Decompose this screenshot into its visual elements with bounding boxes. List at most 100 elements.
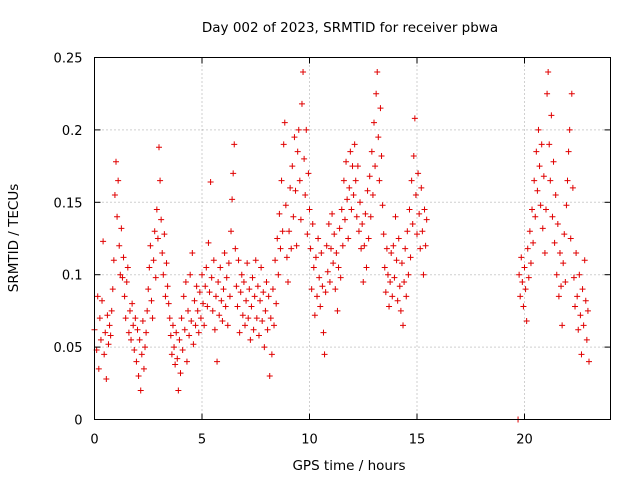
- data-point: [196, 289, 203, 296]
- data-point: [110, 257, 117, 264]
- data-point: [100, 238, 107, 245]
- data-point: [131, 346, 138, 353]
- data-point: [223, 274, 230, 281]
- data-point: [156, 144, 162, 151]
- data-point: [324, 268, 331, 275]
- data-point: [222, 303, 229, 310]
- axis-ticks: 0 0.05 0.1 0.15 0.2 0.25 0 5 10 15 20: [54, 52, 611, 448]
- data-point: [318, 249, 325, 256]
- data-point: [543, 206, 549, 213]
- data-point: [159, 249, 166, 256]
- data-point: [276, 210, 283, 217]
- data-point: [163, 260, 170, 267]
- data-point: [563, 202, 570, 209]
- data-point: [368, 148, 375, 155]
- data-point: [534, 187, 541, 194]
- data-point: [304, 231, 311, 238]
- data-point: [306, 206, 313, 213]
- data-point: [387, 278, 394, 285]
- data-point: [282, 202, 289, 209]
- data-point: [311, 312, 318, 319]
- data-point: [108, 307, 115, 314]
- data-point: [230, 170, 237, 177]
- data-point: [364, 187, 371, 194]
- data-point: [344, 196, 351, 203]
- data-point: [121, 293, 128, 300]
- data-point: [520, 303, 527, 310]
- data-point: [94, 293, 101, 300]
- y-tick-label: 0: [74, 414, 82, 429]
- data-point: [546, 141, 553, 148]
- data-point: [554, 221, 561, 228]
- data-point: [202, 283, 209, 290]
- data-point: [378, 152, 385, 159]
- data-point: [258, 264, 265, 271]
- data-point: [165, 300, 172, 307]
- data-point: [171, 344, 178, 351]
- data-point: [536, 163, 543, 170]
- data-point: [538, 141, 545, 148]
- data-point: [551, 239, 558, 246]
- data-point: [381, 264, 388, 271]
- data-point: [419, 228, 426, 235]
- data-point: [403, 293, 410, 300]
- data-point: [244, 260, 251, 267]
- data-point: [291, 134, 298, 141]
- data-point: [205, 239, 212, 246]
- data-point: [173, 329, 180, 336]
- data-point: [226, 293, 233, 300]
- data-point: [317, 303, 324, 310]
- data-point: [262, 307, 269, 314]
- data-point: [210, 257, 217, 264]
- data-point: [396, 283, 403, 290]
- data-point: [109, 286, 116, 293]
- data-point: [559, 322, 566, 329]
- data-point: [160, 271, 167, 278]
- data-point: [412, 192, 419, 199]
- data-point: [575, 326, 582, 333]
- data-point: [263, 278, 270, 285]
- data-point: [386, 303, 393, 310]
- data-point: [140, 365, 147, 372]
- data-point: [166, 315, 173, 322]
- data-point: [153, 206, 160, 213]
- data-point: [292, 187, 299, 194]
- data-point: [285, 278, 291, 285]
- data-point: [225, 260, 232, 267]
- data-point: [539, 225, 546, 232]
- data-point: [407, 254, 414, 261]
- data-point: [316, 274, 323, 281]
- data-point: [405, 271, 412, 278]
- data-point: [120, 254, 127, 261]
- data-point: [380, 231, 387, 238]
- data-point: [102, 329, 109, 336]
- y-tick-label: 0.2: [62, 124, 83, 139]
- data-point: [253, 315, 260, 322]
- data-point: [330, 260, 337, 267]
- data-point: [568, 90, 575, 97]
- data-point: [138, 351, 145, 358]
- data-point: [421, 206, 428, 213]
- data-point: [537, 202, 544, 209]
- data-point: [137, 387, 144, 394]
- x-tick-label: 20: [516, 433, 533, 448]
- data-point: [382, 289, 389, 296]
- data-point: [529, 206, 536, 213]
- data-point: [193, 283, 200, 290]
- data-point: [178, 315, 185, 322]
- data-point: [105, 341, 112, 348]
- data-point: [279, 228, 286, 235]
- data-point: [251, 293, 258, 300]
- data-point: [274, 235, 281, 242]
- data-point: [406, 206, 413, 213]
- data-point: [569, 184, 576, 191]
- data-point: [145, 286, 152, 293]
- data-point: [404, 228, 411, 235]
- data-point: [359, 221, 366, 228]
- data-point: [319, 283, 326, 290]
- data-point: [572, 303, 579, 310]
- data-point: [358, 245, 365, 252]
- data-point: [549, 213, 556, 220]
- data-point: [181, 326, 188, 333]
- data-point: [545, 68, 552, 75]
